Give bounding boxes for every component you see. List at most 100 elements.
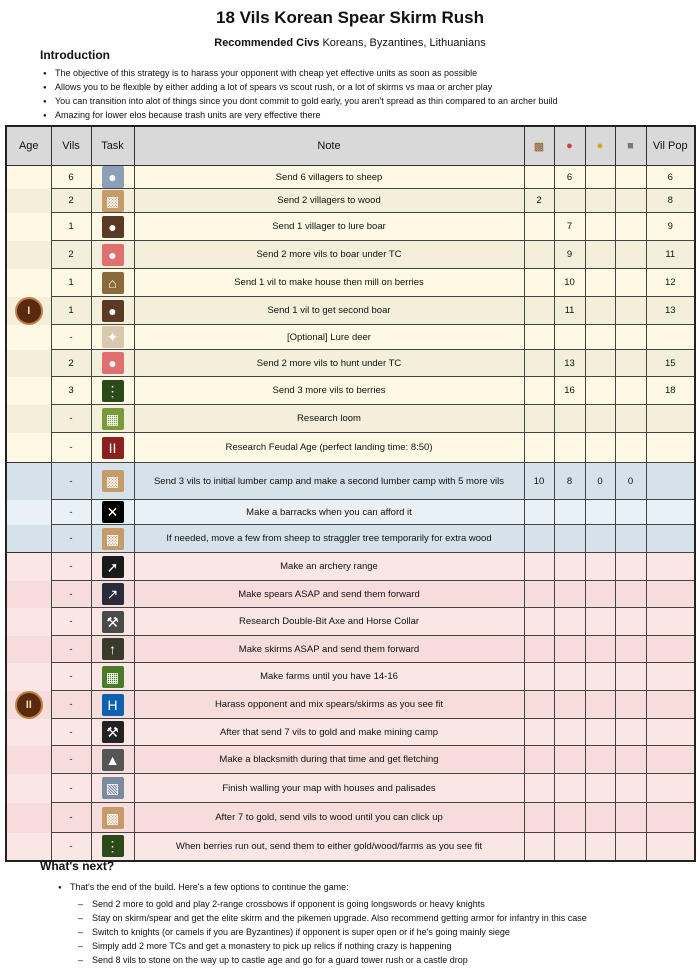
wood-cell	[523, 580, 555, 608]
palisade-icon: ▧	[101, 777, 124, 799]
note-cell: Send 3 vils to initial lumber camp and m…	[133, 462, 525, 500]
wood-cell	[523, 607, 555, 636]
note-cell: Send 2 more vils to hunt under TC	[133, 349, 525, 377]
food-cell: 13	[553, 349, 586, 377]
gold-cell	[584, 376, 616, 405]
task-cell: ●	[90, 165, 135, 189]
food-cell	[553, 580, 586, 608]
civs-value: Koreans, Byzantines, Lithuanians	[322, 37, 486, 49]
vils-cell: -	[50, 802, 92, 833]
gold-cell	[584, 718, 616, 746]
table-row: - ↗ Make spears ASAP and send them forward	[5, 580, 696, 608]
vils-cell: -	[50, 432, 92, 463]
list-item: That's the end of the build. Here's a fe…	[58, 880, 587, 895]
spearman-icon: ↗	[101, 583, 124, 605]
vils-cell: 1	[50, 212, 92, 241]
wood-cell	[523, 296, 555, 325]
vil-pop-cell: 15	[645, 349, 696, 377]
list-item: Amazing for lower elos because trash uni…	[43, 108, 558, 123]
vils-cell: -	[50, 499, 92, 525]
age-cell	[5, 432, 52, 463]
food-cell: 8	[553, 462, 586, 500]
wood-cell	[523, 165, 555, 189]
age-cell: II	[5, 690, 52, 719]
food-cell	[553, 607, 586, 636]
table-row: - ▲ Make a blacksmith during that time and…	[5, 745, 696, 774]
table-row: - ▧ Finish walling your map with houses an…	[5, 773, 696, 803]
task-cell: ●	[90, 212, 135, 241]
stone-cell	[614, 324, 647, 350]
stone-cell	[614, 802, 647, 833]
wood-cell: 2	[523, 188, 555, 213]
age-cell	[5, 745, 52, 774]
food-cell: 7	[553, 212, 586, 241]
stone-cell	[614, 635, 647, 663]
swords-icon: ✕	[101, 501, 124, 523]
note-cell: Research loom	[133, 404, 525, 433]
vils-cell: 2	[50, 349, 92, 377]
table-row: I 1 ● Send 1 vil to get second boar 11 13	[5, 296, 696, 325]
note-cell: Make farms until you have 14-16	[133, 662, 525, 691]
wood-cell	[523, 324, 555, 350]
table-row: - ✦ [Optional] Lure deer	[5, 324, 696, 350]
gold-cell	[584, 349, 616, 377]
stone-cell	[614, 773, 647, 803]
wood-icon: ▩	[101, 806, 124, 829]
list-item: Stay on skirm/spear and get the elite sk…	[70, 911, 587, 925]
table-row: - II Research Feudal Age (perfect landing …	[5, 432, 696, 463]
task-cell: ⚒	[90, 607, 135, 636]
wood-cell	[523, 802, 555, 833]
stone-cell	[614, 745, 647, 774]
task-cell: ●	[90, 296, 135, 325]
age-cell	[5, 404, 52, 433]
wood-cell	[523, 832, 555, 861]
vil-pop-cell	[645, 499, 696, 525]
gold-cell	[584, 802, 616, 833]
vil-pop-cell	[645, 635, 696, 663]
age-cell	[5, 662, 52, 691]
task-cell: ▧	[90, 773, 135, 803]
food-cell	[553, 690, 586, 719]
task-cell: ⋮	[90, 376, 135, 405]
age-cell	[5, 580, 52, 608]
skirmisher-icon: ↑	[101, 638, 124, 660]
table-row: - ⚒ After that send 7 vils to gold and mak…	[5, 718, 696, 746]
loom-icon: ▦	[101, 407, 124, 430]
task-cell: ▩	[90, 188, 135, 213]
vils-cell: 2	[50, 188, 92, 213]
note-cell: Make a blacksmith during that time and g…	[133, 745, 525, 774]
stone-cell	[614, 718, 647, 746]
food-cell	[553, 404, 586, 433]
header-age: Age	[5, 125, 52, 166]
wood-cell	[523, 268, 555, 297]
wood-cell	[523, 404, 555, 433]
food-cell	[553, 802, 586, 833]
list-item: Allows you to be flexible by either addi…	[43, 80, 558, 95]
age-cell	[5, 376, 52, 405]
stone-cell	[614, 607, 647, 636]
stone-cell	[614, 404, 647, 433]
note-cell: Send 2 more vils to boar under TC	[133, 240, 525, 269]
stone-cell	[614, 296, 647, 325]
wood-cell	[523, 432, 555, 463]
age-cell	[5, 499, 52, 525]
vil-pop-cell	[645, 802, 696, 833]
vil-pop-cell	[645, 580, 696, 608]
task-cell: H	[90, 690, 135, 719]
gold-cell	[584, 607, 616, 636]
task-cell: ⋮	[90, 832, 135, 861]
food-cell: 6	[553, 165, 586, 189]
age-cell	[5, 268, 52, 297]
dark-age-icon: I	[14, 296, 43, 325]
vil-pop-cell: 9	[645, 212, 696, 241]
wood-cell	[523, 718, 555, 746]
gold-cell	[584, 432, 616, 463]
wood-cell	[523, 376, 555, 405]
task-cell: ●	[90, 240, 135, 269]
note-cell: Make an archery range	[133, 552, 525, 581]
vils-cell: -	[50, 324, 92, 350]
wood-cell	[523, 635, 555, 663]
age-cell	[5, 635, 52, 663]
vil-pop-cell: 18	[645, 376, 696, 405]
table-row: - ▦ Research loom	[5, 404, 696, 433]
